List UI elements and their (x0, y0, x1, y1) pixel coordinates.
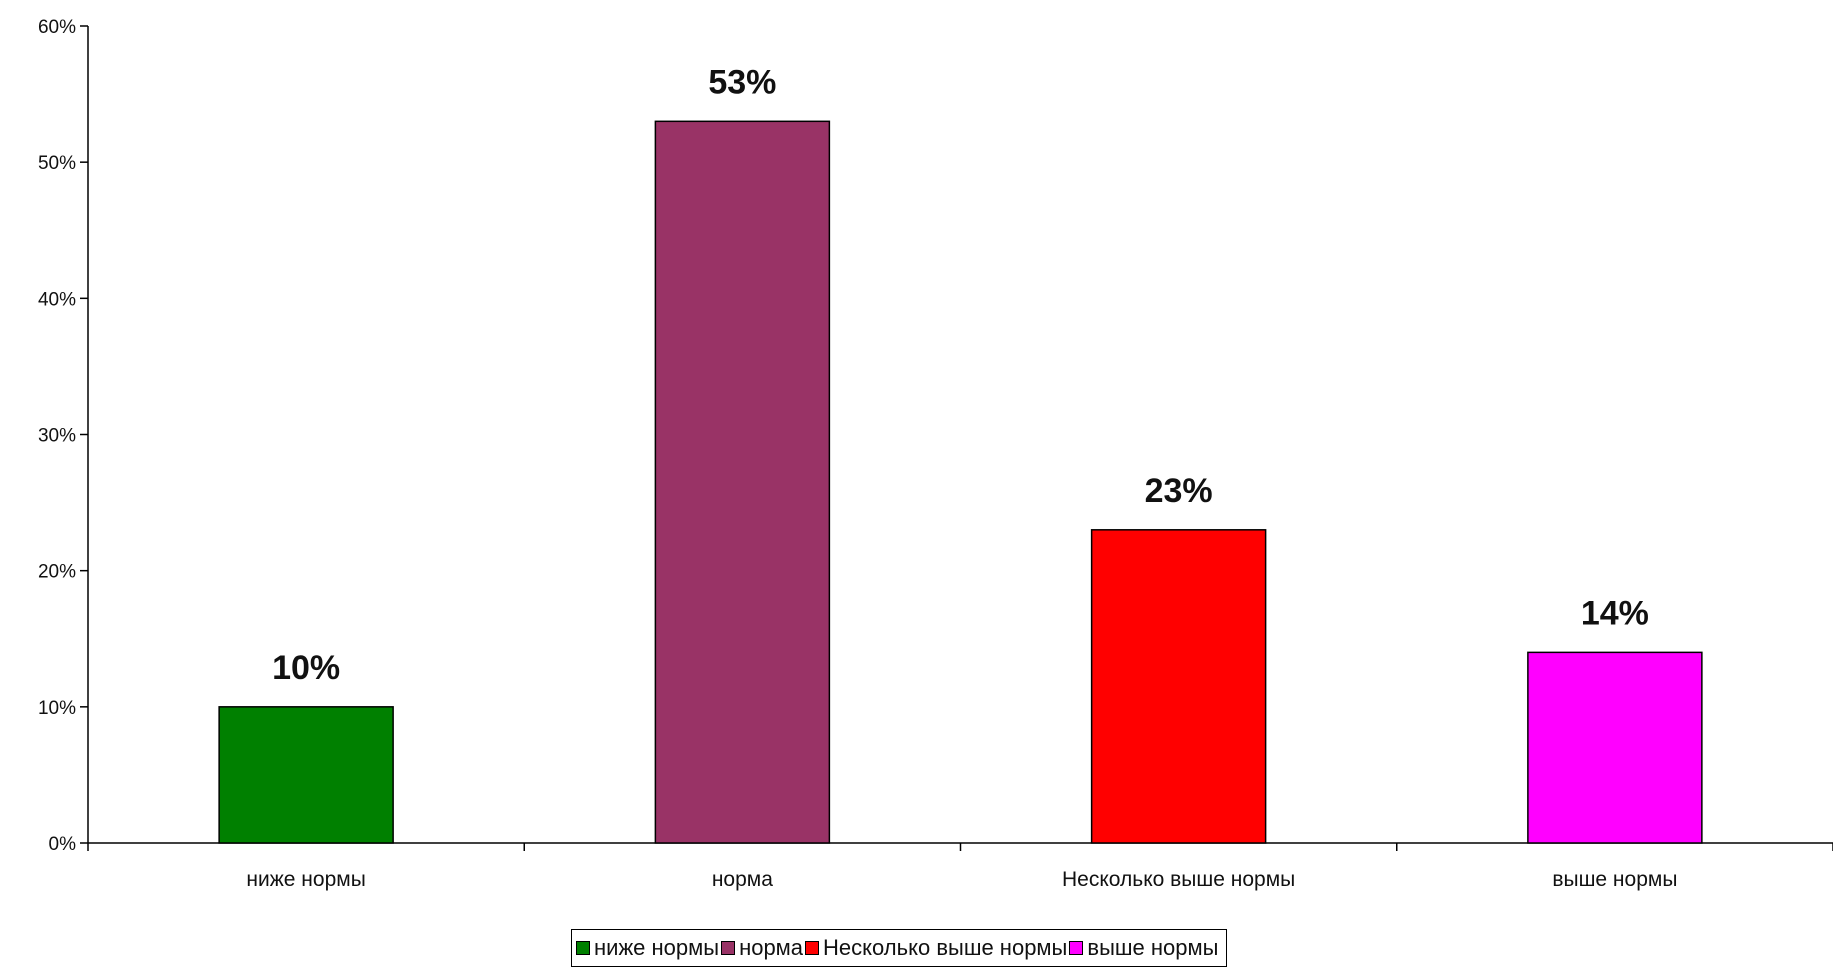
y-tick-label: 60% (38, 17, 76, 38)
data-label: 23% (1145, 472, 1213, 510)
data-labels: 10% 53% 23% 14% (272, 63, 1649, 687)
data-label: 53% (708, 63, 776, 101)
x-tick-label: выше нормы (1552, 868, 1677, 891)
legend-item: выше нормы (1069, 935, 1218, 961)
legend-swatch (576, 941, 590, 955)
bar-3 (1090, 529, 1267, 844)
legend-item: ниже нормы (576, 935, 719, 961)
data-label: 14% (1581, 594, 1649, 632)
y-tick-label: 50% (38, 153, 76, 174)
x-axis: ниже нормы норма Несколько выше нормы выше … (87, 842, 1833, 891)
legend-item: Несколько выше нормы (805, 935, 1067, 961)
y-axis: 0% 10% 20% 30% 40% 50% 60% (38, 17, 89, 855)
y-tick-label: 10% (38, 698, 76, 719)
legend: ниже нормы норма Несколько выше нормы выше … (571, 929, 1228, 967)
bar-1 (218, 706, 394, 844)
bar-2 (654, 120, 831, 844)
y-tick-label: 20% (38, 562, 76, 583)
legend-label: выше нормы (1087, 935, 1219, 960)
legend-label: норма (739, 935, 804, 960)
bar-4 (1527, 651, 1703, 844)
bars (218, 120, 1703, 844)
legend-label: ниже нормы (594, 935, 720, 960)
y-tick-label: 40% (38, 289, 76, 310)
x-tick-label: норма (712, 868, 773, 891)
legend-item: норма (721, 935, 803, 961)
y-tick-label: 30% (38, 426, 76, 447)
x-tick-label: Несколько выше нормы (1062, 868, 1295, 891)
y-tick-label: 0% (49, 834, 77, 855)
legend-swatch (1069, 941, 1084, 955)
legend-swatch (805, 941, 820, 955)
x-tick-label: ниже нормы (246, 868, 365, 891)
data-label: 10% (272, 649, 340, 687)
legend-swatch (721, 941, 736, 955)
legend-label: Несколько выше нормы (823, 935, 1068, 960)
